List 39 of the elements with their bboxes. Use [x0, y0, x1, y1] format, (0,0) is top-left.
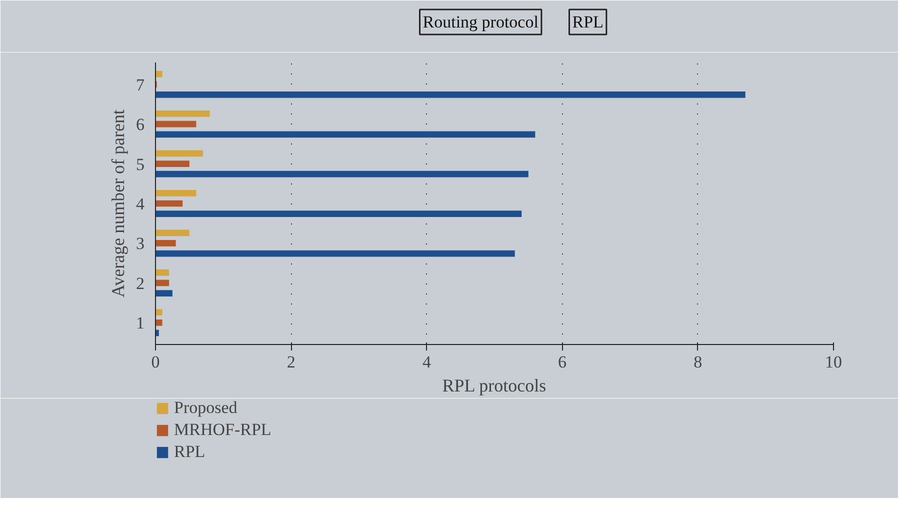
bar: [156, 240, 176, 246]
bar: [156, 290, 172, 296]
bar: [156, 170, 528, 178]
bar: [156, 70, 162, 78]
bar: [156, 91, 746, 98]
y-tick-label: 7: [136, 75, 145, 94]
y-tick-label: 1: [136, 314, 144, 333]
y-axis-title: Average number of parent: [108, 109, 128, 298]
legend-label: Proposed: [174, 398, 238, 418]
bar: [156, 280, 170, 286]
bar: [156, 200, 183, 207]
y-tick-label: 6: [136, 115, 144, 134]
bar: [156, 160, 190, 167]
chart-title: Routing protocol: [422, 12, 539, 32]
x-tick-label: 2: [286, 352, 296, 372]
bar: [156, 230, 190, 236]
x-tick-label: 0: [151, 352, 160, 372]
bar: [156, 110, 210, 117]
bar: [156, 120, 196, 128]
bar: [156, 319, 162, 326]
bar: [156, 150, 203, 157]
y-tick-label: 4: [136, 194, 145, 214]
bar: [156, 250, 515, 257]
bar: [156, 309, 162, 316]
x-tick-label: 10: [825, 352, 842, 372]
legend-label: RPL: [174, 442, 206, 462]
bar: [156, 131, 536, 138]
bar: [156, 269, 170, 276]
x-tick-label: 8: [694, 352, 702, 372]
bar: [156, 210, 522, 218]
legend-label: MRHOF-RPL: [174, 420, 272, 440]
bar: [156, 190, 196, 196]
x-axis-title: RPL protocols: [442, 376, 546, 396]
x-tick-label: 6: [558, 352, 567, 372]
y-tick-label: 3: [136, 234, 144, 254]
y-tick-label: 5: [136, 154, 144, 174]
x-tick-label: 4: [422, 352, 432, 372]
y-tick-label: 2: [136, 274, 144, 293]
chart-subtitle: RPL: [572, 12, 604, 32]
